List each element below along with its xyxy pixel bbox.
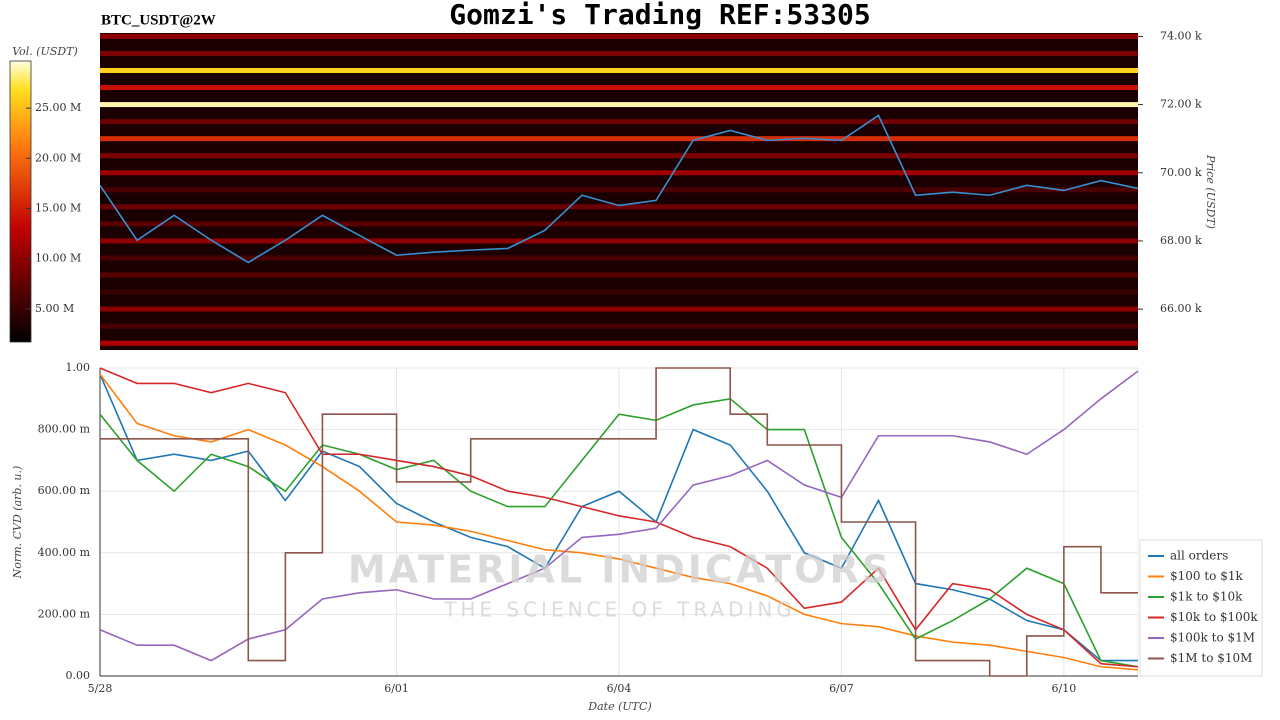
- y-tick-label: 74.00 k: [1160, 29, 1202, 42]
- price-line: [99, 114, 1139, 264]
- legend-label: $1k to $10k: [1170, 590, 1243, 604]
- page-title: Gomzi's Trading REF:53305: [449, 0, 870, 31]
- y-tick-label: 200.00 m: [38, 607, 91, 620]
- heatmap-row: [100, 306, 1138, 312]
- x-tick-label: 6/01: [384, 682, 409, 695]
- colorbar-tick-label: 20.00 M: [35, 151, 81, 164]
- heatmap-row: [100, 85, 1138, 91]
- colorbar-tick-label: 25.00 M: [35, 101, 81, 114]
- x-axis-label: Date (UTC): [587, 700, 651, 713]
- heatmap-row: [100, 170, 1138, 176]
- colorbar-label: Vol. (USDT): [12, 45, 78, 58]
- y-tick-label: 66.00 k: [1160, 302, 1202, 315]
- colorbar-tick-label: 5.00 M: [35, 302, 74, 315]
- series-line: [99, 397, 1139, 668]
- heatmap-row: [100, 204, 1138, 210]
- heatmap-row: [100, 50, 1138, 56]
- y-tick-label: 400.00 m: [38, 546, 91, 559]
- y-tick-label: 600.00 m: [38, 484, 91, 497]
- legend: [1139, 539, 1263, 677]
- legend-label: $1M to $10M: [1170, 651, 1252, 665]
- y-tick-label: 68.00 k: [1160, 234, 1202, 247]
- series-line: [99, 373, 1138, 662]
- y-axis-label: Price (USDT): [1204, 154, 1217, 229]
- heatmap-row: [100, 153, 1138, 159]
- series-line: [99, 367, 1139, 668]
- heatmap-row: [100, 119, 1138, 125]
- y-tick-label: 70.00 k: [1160, 166, 1202, 179]
- y-tick-label: 1.00: [66, 361, 91, 374]
- legend-label: $100k to $1M: [1170, 631, 1255, 645]
- y-tick-label: 800.00 m: [38, 423, 91, 436]
- heatmap-row: [100, 289, 1138, 295]
- series-line: [100, 367, 1138, 677]
- x-tick-label: 5/28: [88, 682, 113, 695]
- heatmap-row: [100, 67, 1138, 73]
- legend-label: $10k to $100k: [1170, 610, 1258, 624]
- heatmap-row: [100, 221, 1138, 227]
- watermark-title: MATERIAL INDICATORS: [348, 548, 892, 592]
- legend-label: $100 to $1k: [1170, 569, 1243, 583]
- x-tick-label: 6/10: [1052, 682, 1077, 695]
- heatmap-row: [100, 187, 1138, 193]
- heatmap-row: [100, 340, 1138, 346]
- y-tick-label: 72.00 k: [1160, 98, 1202, 111]
- y-tick-label: 0.00: [66, 669, 91, 682]
- colorbar-tick-label: 15.00 M: [35, 202, 81, 215]
- heatmap-row: [100, 255, 1138, 261]
- legend-label: all orders: [1170, 549, 1228, 563]
- series-line: [99, 370, 1139, 662]
- colorbar-tick-label: 10.00 M: [35, 252, 81, 265]
- y-axis-label: Norm. CVD (arb. u.): [11, 466, 24, 580]
- heatmap-row: [100, 33, 1138, 39]
- heatmap-row: [100, 102, 1138, 108]
- heatmap-row: [100, 136, 1138, 142]
- symbol: BTC_USDT@2W: [101, 12, 216, 28]
- x-tick-label: 6/04: [607, 682, 632, 695]
- watermark-subtitle: THE SCIENCE OF TRADING: [443, 598, 796, 622]
- x-tick-label: 6/07: [829, 682, 854, 695]
- colorbar: [9, 60, 32, 343]
- series-line: [99, 373, 1139, 671]
- heatmap-row: [100, 323, 1138, 329]
- heatmap-row: [100, 238, 1138, 244]
- heatmap-row: [100, 272, 1138, 278]
